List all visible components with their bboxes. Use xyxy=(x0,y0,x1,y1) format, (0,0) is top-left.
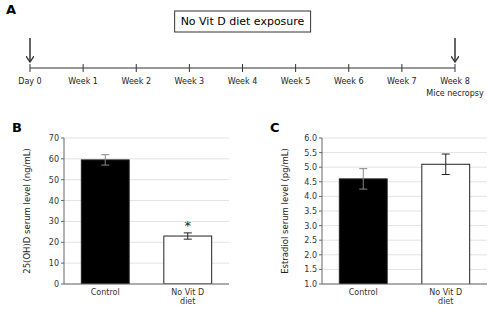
error-cap xyxy=(442,154,450,155)
bar xyxy=(339,179,387,284)
timeline-arrow xyxy=(454,38,456,62)
y-axis xyxy=(322,138,323,284)
error-cap xyxy=(442,174,450,175)
y-tick-label: 20 xyxy=(49,238,59,247)
panel-label: C xyxy=(270,120,280,135)
error-bar xyxy=(101,155,109,165)
y-tick-label: 60 xyxy=(49,155,59,164)
error-line xyxy=(445,154,446,174)
y-tick-label: 1.0 xyxy=(304,280,317,289)
y-tick-label: 50 xyxy=(49,176,59,185)
error-cap xyxy=(359,189,367,190)
figure: A No Vit D diet exposure Day 0 Week 1 Week 2… xyxy=(0,0,500,318)
error-cap xyxy=(101,165,109,166)
bar xyxy=(81,160,129,284)
error-line xyxy=(187,233,188,239)
y-tick-label: 1.5 xyxy=(304,265,317,274)
timeline-tick xyxy=(136,64,137,72)
grid-line xyxy=(64,158,229,159)
timeline-tick xyxy=(295,64,296,72)
y-tick-label: 3.0 xyxy=(304,222,317,231)
y-tick-label: 30 xyxy=(49,217,59,226)
timeline-arrow xyxy=(29,38,31,62)
timeline-panel: A No Vit D diet exposure Day 0 Week 1 Week 2… xyxy=(6,2,484,98)
annotation: * xyxy=(185,218,192,233)
timeline-tick xyxy=(189,64,190,72)
y-tick-label: 2.5 xyxy=(304,236,317,245)
bar-panel: C 1.0 1.5 2.0 2.5 3.0 3.5 4.0 4.5 5.0 5.5 6.0 Estrad… xyxy=(270,120,487,306)
grid-line xyxy=(322,152,487,153)
x-tick-label: No Vit Ddiet xyxy=(429,288,462,306)
bar xyxy=(164,236,212,284)
x-tick-label: Control xyxy=(91,288,120,297)
grid-line xyxy=(64,138,229,139)
y-tick-label: 40 xyxy=(49,197,59,206)
error-line xyxy=(363,169,364,189)
error-cap xyxy=(184,239,192,240)
timeline-label: Week 3 xyxy=(175,77,205,86)
y-tick-label: 10 xyxy=(49,259,59,268)
x-axis xyxy=(64,284,229,285)
error-cap xyxy=(101,154,109,155)
y-tick-label: 5.5 xyxy=(304,149,317,158)
panel-label: A xyxy=(6,2,16,17)
y-tick-label: 0 xyxy=(54,280,59,289)
y-tick-label: 6.0 xyxy=(304,134,317,143)
timeline-tick xyxy=(242,64,243,72)
y-axis xyxy=(64,138,65,284)
y-axis-label: Estradiol serum level (pg/mL) xyxy=(280,148,290,274)
y-tick-label: 4.5 xyxy=(304,178,317,187)
y-tick-label: 2.0 xyxy=(304,251,317,260)
y-tick-label: 4.0 xyxy=(304,192,317,201)
error-line xyxy=(105,155,106,165)
error-cap xyxy=(359,168,367,169)
annotation: Mice necropsy xyxy=(426,89,484,98)
timeline-label: Week 7 xyxy=(387,77,417,86)
timeline-label: Week 2 xyxy=(121,77,151,86)
timeline-tick xyxy=(30,64,31,72)
timeline-label: Week 4 xyxy=(228,77,258,86)
marks xyxy=(339,154,469,284)
error-bar xyxy=(184,233,192,239)
timeline-label: Day 0 xyxy=(18,77,41,86)
title: No Vit D diet exposure xyxy=(181,15,305,28)
bar xyxy=(422,164,470,284)
x-axis xyxy=(322,284,487,285)
y-tick-label: 5.0 xyxy=(304,163,317,172)
panel-label: B xyxy=(12,120,22,135)
timeline-label: Week 5 xyxy=(281,77,311,86)
timeline-tick xyxy=(83,64,84,72)
timeline-label: Week 1 xyxy=(68,77,98,86)
timeline-label: Week 8 xyxy=(440,77,470,86)
error-bar xyxy=(359,169,367,189)
x-tick-label: No Vit Ddiet xyxy=(171,288,204,306)
timeline-label: Week 6 xyxy=(334,77,364,86)
bar-panel: B 0 10 20 30 40 50 60 70 25(OH)D serum level (ng/… xyxy=(12,120,229,306)
x-tick-label: Control xyxy=(349,288,378,297)
timeline-tick xyxy=(348,64,349,72)
grid-line xyxy=(64,284,229,285)
marks xyxy=(81,155,211,284)
error-bar xyxy=(442,154,450,174)
timeline-tick xyxy=(455,64,456,72)
y-tick-label: 70 xyxy=(49,134,59,143)
title-box xyxy=(175,11,311,32)
y-tick-label: 3.5 xyxy=(304,207,317,216)
y-axis-label: 25(OH)D serum level (ng/mL) xyxy=(22,148,32,274)
grid-line xyxy=(322,138,487,139)
timeline-tick xyxy=(401,64,402,72)
grid-line xyxy=(322,284,487,285)
